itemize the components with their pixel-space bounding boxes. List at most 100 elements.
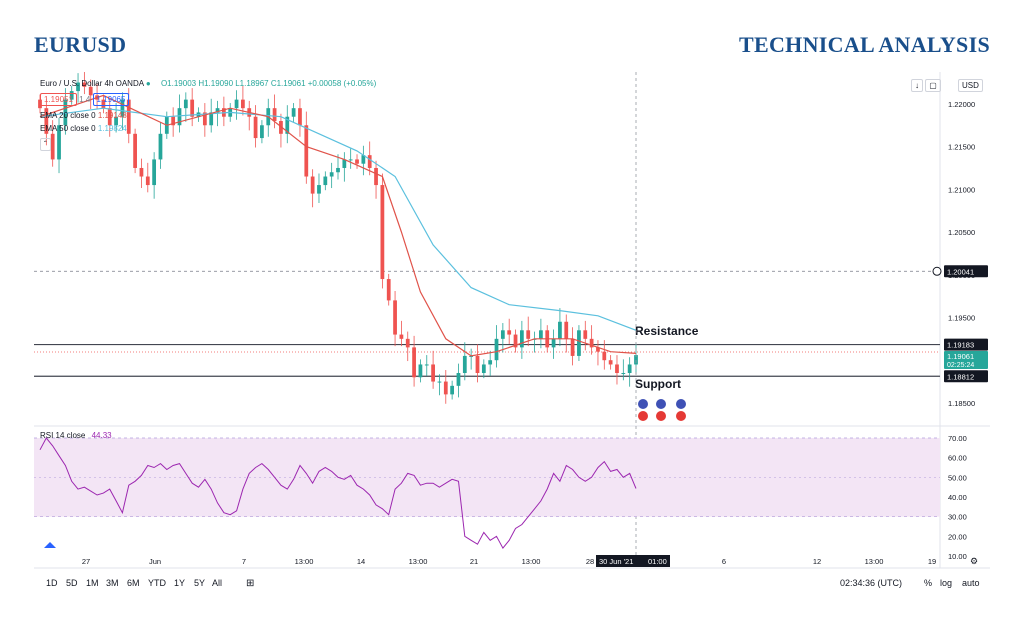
candle-body bbox=[513, 334, 518, 348]
ema20-legend[interactable]: EMA 20 close 0 1.19148 bbox=[40, 111, 127, 120]
timeframe-5y[interactable]: 5Y bbox=[194, 578, 206, 588]
candle-body bbox=[615, 364, 619, 374]
level-top-badge: 1.20041 bbox=[947, 267, 974, 276]
resistance-badge-bg bbox=[944, 338, 988, 351]
support-badge: 1.18812 bbox=[947, 372, 974, 381]
timeframe-all[interactable]: All bbox=[212, 578, 223, 588]
log-toggle[interactable]: log bbox=[940, 578, 953, 588]
interval-label[interactable]: 4h bbox=[104, 79, 114, 88]
event-markers bbox=[638, 399, 686, 421]
price-tick-label: 1.20500 bbox=[948, 228, 975, 237]
event-flag-icon bbox=[656, 411, 666, 421]
candle-body bbox=[260, 125, 264, 139]
event-flag-icon bbox=[676, 411, 686, 421]
crosshair-date-bg bbox=[596, 555, 670, 567]
timeframe-5d[interactable]: 5D bbox=[66, 578, 78, 588]
rsi-tick-label: 50.00 bbox=[948, 473, 967, 482]
timeframe-1y[interactable]: 1Y bbox=[174, 578, 186, 588]
price-tick-label: 1.21500 bbox=[948, 143, 975, 152]
candle-body bbox=[570, 338, 575, 356]
timeframe-ytd[interactable]: YTD bbox=[148, 578, 166, 588]
candle-body bbox=[120, 99, 125, 117]
candle-body bbox=[57, 125, 61, 160]
event-flag-icon bbox=[676, 399, 686, 409]
ema50-legend[interactable]: EMA 50 close 0 1.19824 bbox=[40, 124, 127, 133]
tradingview-logo-icon bbox=[44, 542, 56, 548]
candle-body bbox=[209, 112, 214, 126]
pane-controls: ↓ ▢ bbox=[911, 79, 941, 92]
candle-body bbox=[82, 82, 87, 87]
chart-canvas[interactable]: 1.185001.195001.200001.205001.210001.215… bbox=[34, 68, 990, 594]
candle-body bbox=[634, 355, 638, 365]
candle-body bbox=[374, 167, 378, 186]
candle-body bbox=[272, 108, 277, 121]
symbol-name[interactable]: Euro / U.S. Dollar bbox=[40, 79, 103, 88]
rsi-tick-label: 70.00 bbox=[948, 434, 967, 443]
candle-body bbox=[589, 338, 594, 348]
candle-body bbox=[190, 99, 195, 117]
ema20-line bbox=[39, 94, 637, 357]
candle-body bbox=[526, 330, 531, 339]
timeframe-1m[interactable]: 1M bbox=[86, 578, 99, 588]
candle-body bbox=[361, 155, 366, 164]
ema50-label: EMA 50 close 0 bbox=[40, 124, 96, 133]
candle-body bbox=[253, 116, 258, 139]
utc-clock[interactable]: 02:34:36 (UTC) bbox=[840, 578, 903, 588]
candle-body bbox=[44, 108, 49, 134]
price-tick-label: 1.18500 bbox=[948, 399, 975, 408]
candle-body bbox=[627, 364, 632, 374]
candle-body bbox=[152, 159, 157, 186]
candle-body bbox=[215, 108, 220, 113]
crosshair-time-label: 01:00 bbox=[648, 557, 667, 566]
plus-icon bbox=[932, 266, 942, 276]
time-tick-label: 28 bbox=[586, 557, 594, 566]
time-tick-label: 27 bbox=[82, 557, 90, 566]
candle-body bbox=[88, 86, 93, 96]
rsi-tick-label: 60.00 bbox=[948, 454, 967, 463]
candle-body bbox=[202, 112, 207, 126]
candle-body bbox=[564, 321, 569, 339]
candle-body bbox=[304, 125, 309, 177]
countdown-badge: 02:25:24 bbox=[947, 362, 974, 369]
maximize-icon[interactable]: ▢ bbox=[925, 79, 941, 92]
support-badge-bg bbox=[944, 370, 988, 383]
sell-button[interactable]: 1.19051 bbox=[40, 93, 77, 106]
time-tick-label: 6 bbox=[722, 557, 726, 566]
ema20-label: EMA 20 close 0 bbox=[40, 111, 96, 120]
candle-body bbox=[291, 108, 296, 117]
candle-body bbox=[558, 321, 562, 339]
timeframe-3m[interactable]: 3M bbox=[106, 578, 119, 588]
buy-button[interactable]: 1.19065 bbox=[92, 93, 130, 106]
rsi-label: RSI 14 close bbox=[40, 431, 86, 440]
spread-value: 1.4 bbox=[79, 95, 91, 104]
candle-body bbox=[171, 116, 176, 126]
candle-body bbox=[596, 347, 600, 352]
rsi-tick-label: 20.00 bbox=[948, 532, 967, 541]
time-tick-label: 13:00 bbox=[522, 557, 541, 566]
percent-toggle[interactable]: % bbox=[924, 578, 933, 588]
currency-value: USD bbox=[958, 79, 983, 92]
currency-label[interactable]: USD bbox=[958, 79, 983, 92]
arrow-down-icon[interactable]: ↓ bbox=[911, 79, 923, 92]
header-title-right: TECHNICAL ANALYSIS bbox=[739, 32, 990, 57]
timeframe-1d[interactable]: 1D bbox=[46, 578, 58, 588]
rsi-legend[interactable]: RSI 14 close 44.33 bbox=[40, 431, 112, 440]
candle-body bbox=[183, 99, 188, 109]
timeframe-6m[interactable]: 6M bbox=[127, 578, 140, 588]
time-tick-label: Jun bbox=[149, 557, 161, 566]
event-flag-icon bbox=[656, 399, 666, 409]
date-range-icon[interactable]: ⊞ bbox=[246, 578, 255, 589]
chart-frame[interactable]: 1.185001.195001.200001.205001.210001.215… bbox=[34, 68, 990, 594]
auto-toggle[interactable]: auto bbox=[962, 578, 980, 588]
candle-body bbox=[107, 108, 112, 126]
ema50-value: 1.19824 bbox=[97, 124, 127, 133]
crosshair-date-label: 30 Jun '21 bbox=[599, 557, 633, 566]
rsi-tick-label: 10.00 bbox=[948, 552, 967, 561]
collapse-legend-button[interactable]: ˆ bbox=[40, 138, 51, 151]
candle-body bbox=[355, 159, 359, 164]
ema20-value: 1.19148 bbox=[97, 111, 127, 120]
candle-body bbox=[241, 99, 245, 109]
candle-body bbox=[69, 91, 74, 100]
candle-body bbox=[450, 385, 455, 395]
source-label: OANDA bbox=[115, 79, 144, 88]
